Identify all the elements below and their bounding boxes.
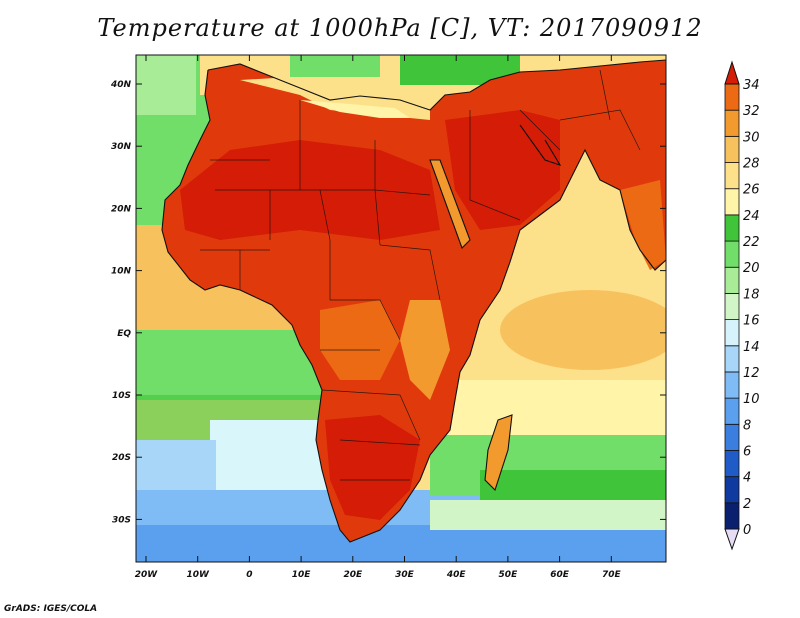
colorbar-max-triangle [724, 60, 740, 85]
colorbar-segment [724, 450, 740, 478]
lon-label: 40E [446, 570, 467, 580]
colorbar-segment [724, 293, 740, 320]
lon-label: 0 [246, 570, 252, 580]
colorbar-segment [724, 502, 740, 530]
colorbar-segment [724, 319, 740, 347]
country-borders [200, 69, 641, 481]
colorbar-label: 0 [743, 523, 751, 538]
east-africa-orange [400, 300, 450, 400]
lat-label: 10N [111, 267, 132, 277]
coastlines [161, 59, 666, 543]
red-sea [430, 160, 470, 248]
lon-label: 10E [292, 570, 312, 580]
colorbar-label: 12 [743, 366, 760, 381]
madagascar [485, 415, 512, 490]
latitude-axis: 40N 30N 20N 10N EQ 10S 20S 30S [110, 80, 666, 525]
map-title: Temperature at 1000hPa [C], VT: 20170909… [97, 14, 703, 42]
lat-label: 10S [112, 391, 131, 401]
colorbar-segment [724, 345, 740, 373]
colorbar-segment [724, 240, 740, 268]
colorbar-segment [724, 371, 740, 399]
lat-label: 30S [112, 515, 131, 525]
colorbar-label: 16 [743, 314, 760, 329]
colorbar-label: 14 [743, 340, 760, 355]
colorbar-segment [724, 397, 740, 425]
lon-label: 20E [343, 570, 363, 580]
colorbar-label: 2 [743, 497, 751, 512]
colorbar-label: 20 [743, 261, 760, 276]
colorbar-label: 10 [743, 392, 760, 407]
lat-label: 20N [111, 204, 132, 214]
colorbar-segment [724, 135, 740, 163]
colorbar-label: 28 [743, 157, 760, 172]
colorbar-label: 26 [743, 183, 760, 198]
colorbar-label: 22 [743, 235, 760, 250]
colorbar-label: 24 [743, 209, 760, 224]
lon-label: 30E [395, 570, 415, 580]
colorbar-label: 30 [743, 130, 760, 145]
lon-label: 60E [550, 570, 570, 580]
colorbar-label: 4 [743, 471, 751, 486]
congo-orange [320, 300, 400, 380]
central-europe [290, 55, 380, 77]
indian-ocean-pale [430, 380, 666, 440]
lon-label: 50E [499, 570, 519, 580]
colorbar-segment [724, 266, 740, 294]
southern-ocean-deep [136, 525, 666, 562]
lat-label: 20S [112, 453, 131, 463]
colorbar-segment [724, 162, 740, 190]
colorbar-label: 18 [743, 287, 760, 302]
colorbar-segment [724, 83, 740, 111]
lat-label: EQ [117, 329, 131, 339]
colorbar-segment [724, 423, 740, 451]
lon-label: 70E [602, 570, 622, 580]
colorbar-min-triangle [724, 528, 740, 551]
colorbar-segment [724, 109, 740, 137]
map-frame [135, 54, 667, 563]
colorbar-segment [724, 214, 740, 242]
temperature-field [136, 55, 666, 562]
north-atlantic-light [136, 55, 196, 115]
colorbar-segment [724, 476, 740, 504]
mediterranean-pale [300, 100, 410, 118]
credit-label: GrADS: IGES/COLA [4, 604, 98, 614]
indian-ocean-warm [500, 290, 666, 370]
indian-ocean-pale-green [430, 500, 666, 530]
lat-label: 30N [111, 142, 132, 152]
longitude-axis: 20W 10W 0 10E 20E 30E 40E 50E 60E 70E [135, 55, 622, 580]
colorbar-label: 34 [743, 78, 760, 93]
colorbar-label: 8 [743, 418, 751, 433]
colorbar-label: 32 [743, 104, 760, 119]
lon-label: 10W [186, 570, 210, 580]
lat-label: 40N [110, 80, 132, 90]
lon-label: 20W [135, 570, 159, 580]
colorbar-label: 6 [743, 444, 751, 459]
south-africa-hot [325, 415, 420, 520]
colorbar-segment [724, 188, 740, 216]
india-warm [620, 180, 666, 270]
